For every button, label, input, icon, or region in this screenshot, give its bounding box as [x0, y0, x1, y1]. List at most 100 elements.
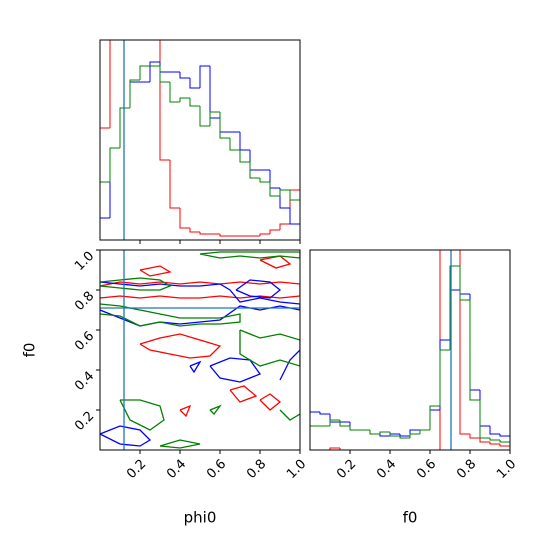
y-tick-label: 0.8 — [72, 289, 97, 314]
hist-step — [439, 250, 441, 450]
y-tick-label: 0.6 — [72, 329, 97, 354]
hist-step — [399, 434, 410, 437]
hist-step — [219, 112, 230, 139]
contour-line — [229, 385, 258, 403]
x-tick-label: 0.2 — [124, 457, 149, 482]
hist-step — [409, 429, 420, 436]
plot-area — [100, 250, 300, 450]
hist-step — [499, 440, 510, 450]
x-tick-label: 0.2 — [334, 457, 359, 482]
hist-step — [219, 118, 230, 133]
hist-step — [379, 431, 390, 434]
contour-line — [279, 349, 300, 381]
contour-line — [235, 279, 282, 299]
hist-step — [310, 425, 320, 450]
hist-step — [229, 138, 240, 151]
hist-step — [199, 232, 210, 235]
hist-step — [119, 107, 130, 148]
hist-step — [469, 300, 480, 401]
hist-step — [259, 233, 270, 236]
contour-line — [199, 251, 300, 259]
hist-step — [479, 390, 490, 427]
hist-step — [459, 250, 470, 435]
x-tick-label: 0.8 — [244, 457, 269, 482]
hist-step — [209, 66, 220, 119]
hist-step — [179, 97, 190, 102]
hist-step — [289, 208, 300, 240]
x-tick-label: 0.4 — [164, 457, 189, 482]
hist-step — [389, 432, 400, 437]
contour-line — [209, 357, 262, 383]
y-tick-label: 1.0 — [72, 249, 97, 274]
hist-step — [479, 400, 490, 439]
hist-step — [100, 217, 110, 240]
hist-step — [409, 433, 420, 438]
hist-step — [199, 106, 210, 127]
contour-line — [259, 393, 282, 411]
hist-step — [269, 182, 280, 197]
hist-step — [429, 409, 440, 430]
hist-step — [169, 160, 180, 209]
plot-area — [100, 40, 300, 240]
hist-step — [489, 442, 500, 445]
hist-step — [209, 111, 220, 126]
contour-line — [100, 277, 172, 291]
hist-step — [279, 189, 290, 196]
hist-step — [449, 265, 460, 350]
hist-step — [279, 188, 290, 209]
contour-line — [209, 404, 222, 415]
hist-step — [459, 266, 470, 301]
hist-step — [189, 98, 200, 107]
hist-step — [179, 72, 190, 79]
y-tick-label: 0.2 — [72, 409, 97, 434]
x-tick-label: 0.8 — [454, 457, 479, 482]
axes-frame — [99, 249, 301, 451]
hist-step — [159, 66, 170, 83]
hist-step — [109, 40, 111, 128]
contour-line — [119, 399, 165, 431]
hist-step — [469, 434, 480, 439]
contour-line — [100, 281, 300, 299]
contour-line — [139, 265, 172, 277]
hist-step — [109, 147, 120, 218]
hist-step — [369, 430, 380, 435]
hist-step — [129, 79, 140, 108]
x-tick-label: 0.6 — [204, 457, 229, 482]
hist-step — [349, 422, 360, 431]
hist-step — [319, 412, 330, 415]
hist-step — [149, 61, 160, 82]
hist-step — [429, 405, 440, 430]
axes-frame — [309, 249, 511, 451]
hist-step — [139, 65, 150, 80]
hist-step — [379, 434, 390, 437]
hist-step — [239, 132, 250, 151]
hist-step — [269, 229, 280, 234]
hist-step — [199, 65, 210, 88]
hist-step — [189, 228, 200, 233]
hist-step — [289, 190, 300, 240]
hist-step — [189, 78, 200, 89]
contour-line — [159, 439, 201, 449]
hist-step — [499, 444, 510, 450]
x-tick-label: 1.0 — [284, 457, 309, 482]
hist-step — [439, 349, 450, 406]
hist-step — [100, 181, 110, 240]
hist-step — [489, 438, 500, 441]
hist-step — [399, 436, 410, 439]
hist-step — [159, 40, 170, 161]
hist-step — [249, 162, 260, 179]
y-axis-label: f0 — [21, 343, 39, 358]
hist-step — [489, 426, 500, 435]
hist-step — [479, 438, 490, 443]
hist-step — [310, 411, 320, 450]
hist-step — [329, 447, 340, 450]
x-axis-label: f0 — [403, 509, 418, 527]
x-tick-label: 1.0 — [494, 457, 519, 482]
contour-line — [279, 409, 300, 421]
hist-step — [279, 223, 290, 230]
contour-line — [100, 281, 300, 327]
hist-step — [119, 107, 130, 148]
contour-line — [139, 333, 222, 359]
contour-line — [179, 404, 192, 418]
